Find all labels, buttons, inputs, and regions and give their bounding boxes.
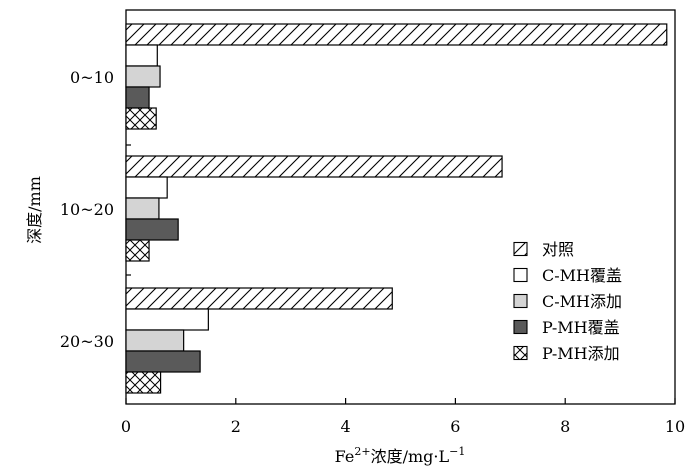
bar-2-5 — [125, 239, 150, 262]
x-tick-label: 0 — [121, 417, 131, 436]
x-axis-label-prefix: Fe — [335, 447, 355, 466]
plot-area: 0 2 4 6 8 10 0~10 10~20 20~30 — [60, 9, 685, 436]
legend-swatch-5 — [513, 345, 528, 361]
bar-3-4 — [125, 350, 201, 373]
legend-label-4: P-MH覆盖 — [542, 318, 620, 337]
legend-label-1: 对照 — [542, 240, 574, 259]
legend: 对照 C-MH覆盖 C-MH添加 P-MH覆盖 P-MH添加 — [513, 240, 622, 363]
bar-1-4 — [125, 86, 150, 109]
x-axis-label-sup1: 2+ — [354, 445, 370, 458]
legend-label-2: C-MH覆盖 — [542, 266, 622, 285]
bar-3-2 — [125, 308, 209, 331]
y-category-label: 10~20 — [60, 200, 114, 219]
legend-swatch-1 — [513, 241, 528, 257]
x-tick-label: 8 — [560, 417, 570, 436]
legend-swatch-3 — [513, 293, 528, 309]
x-axis-label: Fe2+浓度/mg·L−1 — [335, 445, 466, 466]
bar-2-3 — [125, 197, 160, 220]
bar-1-1 — [125, 23, 668, 46]
bar-3-5 — [125, 371, 162, 394]
bars-group — [125, 23, 668, 394]
bar-1-5 — [125, 107, 157, 130]
x-axis-label-sup2: −1 — [449, 445, 465, 458]
bar-2-1 — [125, 155, 503, 178]
x-tick-label: 2 — [231, 417, 241, 436]
x-tick-label: 10 — [665, 417, 685, 436]
bar-2-2 — [125, 176, 168, 199]
bar-3-3 — [125, 329, 185, 352]
legend-swatch-2 — [513, 267, 528, 283]
y-axis-label: 深度/mm — [25, 176, 44, 244]
y-categories-group: 0~10 10~20 20~30 — [60, 68, 131, 351]
legend-label-5: P-MH添加 — [542, 344, 620, 363]
legend-label-3: C-MH添加 — [542, 292, 622, 311]
x-tick-label: 6 — [450, 417, 460, 436]
bar-1-2 — [125, 44, 158, 67]
bar-3-1 — [125, 287, 393, 310]
y-category-label: 20~30 — [60, 332, 114, 351]
x-tick-label: 4 — [341, 417, 351, 436]
legend-swatch-4 — [513, 319, 528, 335]
bar-2-4 — [125, 218, 179, 241]
y-category-label: 0~10 — [70, 68, 114, 87]
bar-1-3 — [125, 65, 161, 88]
x-ticks-group: 0 2 4 6 8 10 — [121, 398, 685, 436]
x-axis-label-middle: 浓度/mg·L — [371, 447, 450, 466]
